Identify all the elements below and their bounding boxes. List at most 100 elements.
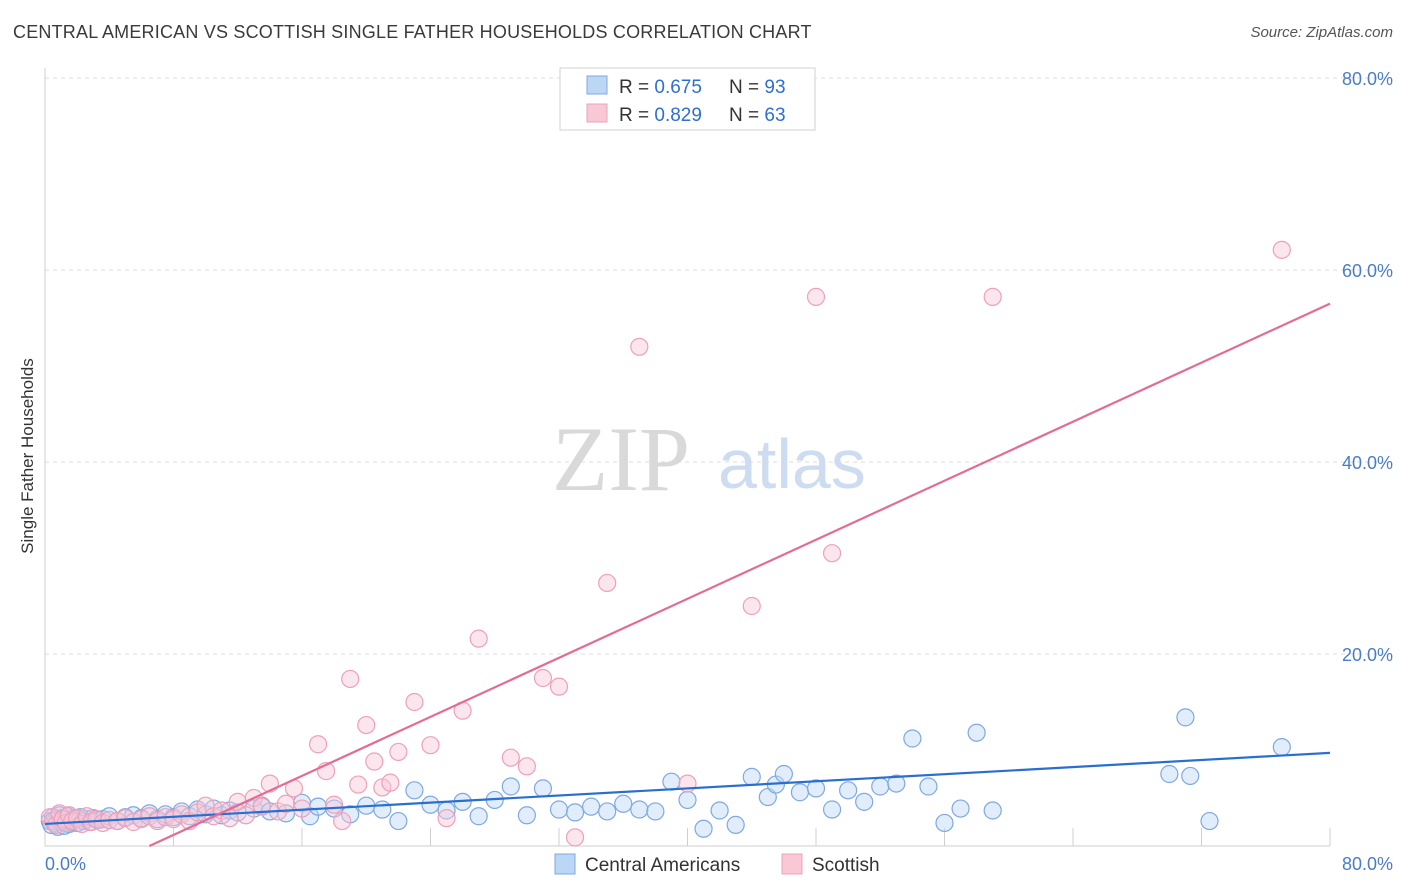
svg-text:R = 0.829: R = 0.829 [619,105,702,126]
central-americans-point [517,806,536,825]
central-americans-point [951,799,970,818]
watermark-atlas: atlas [718,425,866,503]
bottom-legend-central-label: Central Americans [585,855,740,876]
central-americans-point [1181,766,1200,786]
central-americans-point [887,774,906,793]
scottish-point [549,677,569,696]
legend-central-r-value: 0.675 [654,77,702,98]
y-tick-label: 60.0% [1342,261,1393,281]
chart-title: CENTRAL AMERICAN VS SCOTTISH SINGLE FATH… [13,22,812,42]
trendlines [44,302,1331,847]
legend-swatch-central [586,75,608,95]
scottish-point [421,736,440,755]
central-americans-point [855,792,874,811]
scottish-point [806,287,826,306]
central-americans-point [405,781,424,800]
central-americans-point [919,777,938,796]
central-americans-point [389,811,408,831]
gridlines [45,77,1392,655]
scottish-point [822,544,842,563]
central-americans-point [308,797,328,816]
scottish-point [437,809,456,828]
central-americans-point [598,802,617,821]
central-americans-point [694,819,713,838]
central-americans-point [373,800,392,819]
scottish-point [598,573,617,593]
central-americans-point [646,802,665,821]
central-americans-point [903,729,922,748]
central-americans-point [967,723,986,742]
scottish-point [357,715,376,735]
legend-scottish-r-value: 0.829 [654,105,702,126]
axes [44,68,1331,847]
scottish-point [236,806,255,825]
bottom-legend-swatch-central [554,853,576,875]
correlation-legend: R = 0.675 N = 93 R = 0.829 N = 63 [559,67,816,131]
central-americans-point [565,803,585,822]
y-tick-label: 20.0% [1342,645,1393,665]
legend-swatch-scottish [586,103,608,123]
scottish-point [533,668,553,688]
scottish-point [308,735,328,754]
bottom-legend-scottish-label: Scottish [812,855,880,876]
central-americans-point [806,779,826,798]
scottish-point [333,811,352,831]
central-americans-point [1176,708,1195,727]
scottish-trendline [148,302,1331,847]
central-americans-point [630,800,649,819]
svg-text:N = 63: N = 63 [729,105,786,126]
watermark-zip: ZIP [552,408,690,510]
central-americans-point [726,815,745,834]
central-americans-point [742,767,761,786]
central-americans-point [1160,764,1179,784]
scottish-point [341,669,360,689]
scottish-point [405,692,424,712]
central-americans-point [501,777,520,796]
scottish-point [517,757,536,776]
scottish-point [742,596,761,616]
central-americans-point [710,801,729,820]
scottish-point [1272,240,1291,259]
scottish-point [983,287,1002,306]
scottish-point [389,742,408,762]
central-americans-point [582,797,601,816]
scottish-point [365,752,384,771]
scottish-point [349,775,368,794]
central-americans-point [533,779,553,798]
central-americans-point [678,790,697,810]
legend-central-n-label: N = [729,77,764,98]
central-americans-point [871,777,890,796]
central-americans-point [614,794,633,813]
legend-scottish-n-value: 63 [764,105,785,126]
chart-source: Source: ZipAtlas.com [1250,24,1393,41]
scottish-point [501,748,520,767]
y-tick-label: 80.0% [1342,69,1393,89]
svg-text:N = 93: N = 93 [729,77,786,98]
scottish-point [381,773,400,792]
scottish-point [565,828,585,847]
central-americans-point [421,795,440,814]
central-americans-point [549,800,569,819]
central-americans-point [774,764,793,784]
legend-central-n-value: 93 [764,77,785,98]
central-americans-point [662,772,681,791]
legend-scottish-r-label: R = [619,105,654,126]
scottish-points [40,240,1291,847]
scottish-point [325,795,344,814]
x-tick-label-max: 80.0% [1342,854,1393,874]
tick-labels: 20.0% 40.0% 60.0% 80.0% 0.0% 80.0% [45,69,1393,874]
central-americans-point [790,783,810,802]
series-legend: Central Americans Scottish [554,853,880,876]
central-americans-point [1272,738,1291,757]
legend-central-r-label: R = [619,77,654,98]
svg-text:R = 0.675: R = 0.675 [619,77,702,98]
central-americans-point [469,807,488,826]
legend-scottish-n-label: N = [729,105,764,126]
central-americans-point [983,801,1002,820]
scottish-point [469,629,488,648]
bottom-legend-swatch-scottish [781,853,803,875]
y-tick-label: 40.0% [1342,453,1393,473]
central-americans-point [935,813,954,833]
central-americans-point [822,800,842,819]
